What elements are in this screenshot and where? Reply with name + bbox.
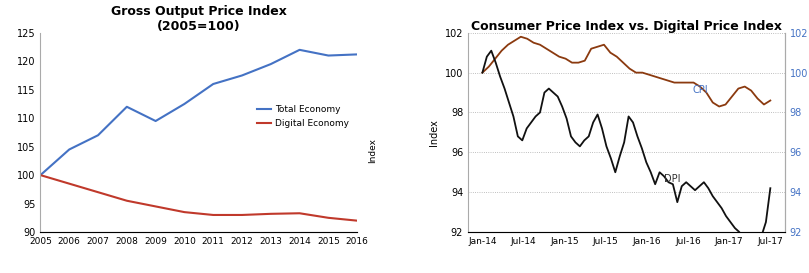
Total Economy [352,53,362,56]
Line: Total Economy: Total Economy [40,50,357,175]
Total Economy [65,148,74,151]
Digital Economy [294,212,304,215]
Digital Economy [237,213,247,216]
Text: CPI: CPI [693,85,708,94]
Digital Economy [209,213,218,216]
Total Economy [180,102,189,106]
Digital Economy [150,205,160,208]
Digital Economy [36,173,45,177]
Digital Economy [93,191,103,194]
Legend: Total Economy, Digital Economy: Total Economy, Digital Economy [253,102,353,131]
Digital Economy [352,219,362,222]
Digital Economy [324,216,333,219]
Text: Index: Index [368,138,377,163]
Digital Economy [180,210,189,214]
Total Economy [36,173,45,177]
Digital Economy [65,182,74,185]
Total Economy [209,82,218,86]
Total Economy [150,119,160,123]
Digital Economy [266,212,276,215]
Y-axis label: Index: Index [429,119,439,146]
Total Economy [266,63,276,66]
Total Economy [294,48,304,52]
Total Economy [122,105,132,108]
Total Economy [324,54,333,57]
Title: Consumer Price Index vs. Digital Price Index: Consumer Price Index vs. Digital Price I… [471,20,781,33]
Total Economy [93,133,103,137]
Text: DPI: DPI [664,174,680,184]
Total Economy [237,74,247,77]
Digital Economy [122,199,132,202]
Title: Gross Output Price Index
(2005=100): Gross Output Price Index (2005=100) [111,5,286,33]
Line: Digital Economy: Digital Economy [40,175,357,221]
